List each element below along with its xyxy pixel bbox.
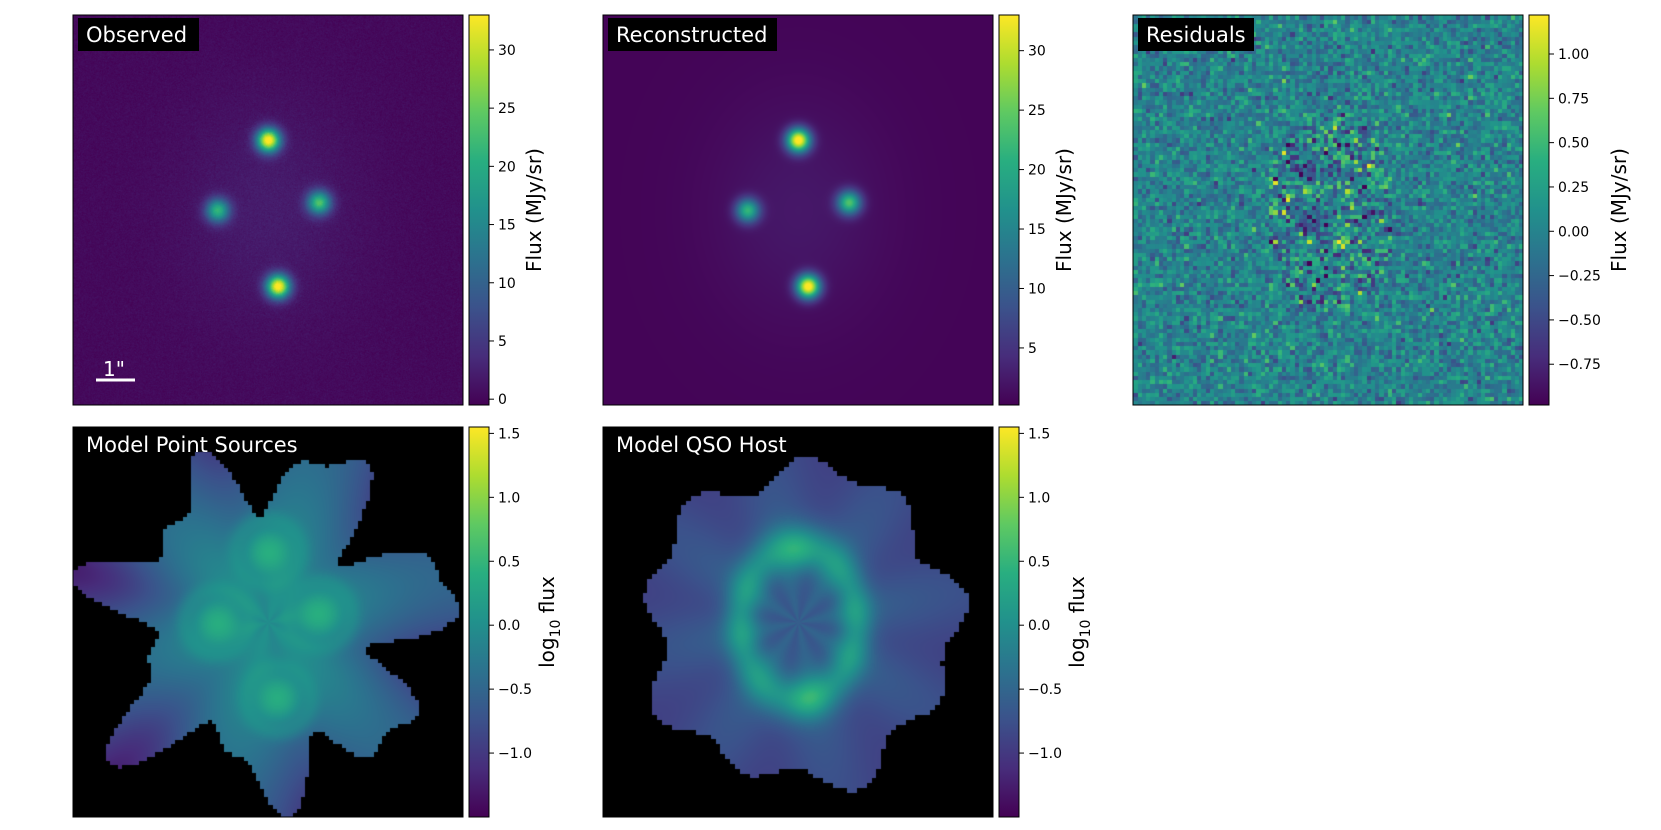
reconstructed-image	[603, 15, 993, 405]
point-sources-colorbar-label: log10 flux	[535, 576, 564, 668]
colorbar-tick-label: −0.50	[1558, 313, 1601, 329]
point-sources-colorbar-fill	[468, 426, 490, 818]
residuals-title: Residuals	[1146, 23, 1246, 47]
point-sources-frame	[72, 426, 464, 818]
colorbar-tick-label: −0.75	[1558, 357, 1601, 373]
panel-model-point-sources: Model Point Sources −1.0 −0.5 0.0 0.5 1.0 1.5…	[72, 426, 564, 818]
observed-image	[73, 15, 463, 405]
reconstructed-frame	[602, 14, 994, 406]
panel-model-qso-host: Model QSO Host −1.0 −0.5 0.0 0.5 1.0 1.5 log1…	[602, 426, 1094, 818]
panel-residuals: Residuals −0.75 −0.50 −0.25 0.00 0.25 0.50 0.7…	[1132, 14, 1631, 406]
colorbar-tick-label: 20	[498, 159, 516, 175]
observed-title-bg	[78, 18, 199, 51]
colorbar-tick-label: 1.5	[498, 426, 520, 442]
colorbar-tick-label: −0.25	[1558, 269, 1601, 285]
residuals-colorbar: −0.75 −0.50 −0.25 0.00 0.25 0.50 0.75 1.00 Flux…	[1528, 14, 1631, 406]
residuals-frame	[1132, 14, 1524, 406]
log-text: log	[1065, 637, 1089, 668]
colorbar-tick-label: 0.0	[1028, 618, 1050, 634]
point-sources-colorbar-ticks: −1.0 −0.5 0.0 0.5 1.0 1.5	[489, 426, 532, 762]
colorbar-tick-label: −0.5	[1028, 682, 1062, 698]
colorbar-tick-label: 1.00	[1558, 47, 1589, 63]
colorbar-tick-label: 0.50	[1558, 136, 1589, 152]
observed-frame	[72, 14, 464, 406]
residuals-image	[1133, 15, 1523, 405]
reconstructed-title: Reconstructed	[616, 23, 767, 47]
point-sources-title: Model Point Sources	[86, 433, 298, 457]
colorbar-tick-label: 0.5	[498, 554, 520, 570]
colorbar-tick-label: 0.00	[1558, 224, 1589, 240]
reconstructed-title-bg	[608, 18, 777, 51]
residuals-colorbar-fill	[1528, 14, 1550, 406]
qso-host-frame	[602, 426, 994, 818]
colorbar-tick-label: 15	[1028, 222, 1046, 238]
scale-bar-label: 1"	[103, 357, 125, 381]
flux-text: flux	[535, 576, 559, 620]
colorbar-tick-label: −0.5	[498, 682, 532, 698]
qso-host-colorbar-ticks: −1.0 −0.5 0.0 0.5 1.0 1.5	[1019, 426, 1062, 762]
colorbar-tick-label: 0.0	[498, 618, 520, 634]
reconstructed-colorbar-fill	[998, 14, 1020, 406]
observed-colorbar-fill	[468, 14, 490, 406]
observed-colorbar-ticks: 0 5 10 15 20 25 30	[489, 43, 516, 408]
log-subscript: 10	[1078, 620, 1094, 638]
qso-host-colorbar-label: log10 flux	[1065, 576, 1094, 668]
point-sources-image	[73, 427, 463, 817]
panel-reconstructed: Reconstructed 5 10 15 20 25 30 Flux (MJy/sr)	[602, 14, 1076, 406]
colorbar-tick-label: 15	[498, 218, 516, 234]
residuals-title-bg	[1138, 18, 1254, 51]
colorbar-tick-label: −1.0	[1028, 746, 1062, 762]
reconstructed-colorbar-ticks: 5 10 15 20 25 30	[1019, 44, 1046, 357]
colorbar-tick-label: 0	[498, 392, 507, 408]
colorbar-tick-label: 30	[1028, 44, 1046, 60]
colorbar-tick-label: 1.5	[1028, 426, 1050, 442]
panel-observed: Observed 1" 0 5 10 15 20 25 30 Flux (MJy/sr)	[72, 14, 546, 408]
observed-colorbar-label: Flux (MJy/sr)	[522, 148, 546, 272]
flux-text: flux	[1065, 576, 1089, 620]
reconstructed-colorbar-label: Flux (MJy/sr)	[1052, 148, 1076, 272]
observed-title: Observed	[86, 23, 187, 47]
colorbar-tick-label: 10	[498, 276, 516, 292]
qso-host-image	[603, 427, 993, 817]
colorbar-tick-label: 25	[1028, 103, 1046, 119]
residuals-colorbar-ticks: −0.75 −0.50 −0.25 0.00 0.25 0.50 0.75 1.00	[1549, 47, 1601, 373]
colorbar-tick-label: 0.75	[1558, 91, 1589, 107]
colorbar-tick-label: 0.25	[1558, 180, 1589, 196]
colorbar-tick-label: 25	[498, 101, 516, 117]
colorbar-tick-label: 10	[1028, 281, 1046, 297]
colorbar-tick-label: 5	[498, 334, 507, 350]
colorbar-tick-label: 0.5	[1028, 554, 1050, 570]
colorbar-tick-label: 5	[1028, 341, 1037, 357]
residuals-colorbar-label: Flux (MJy/sr)	[1607, 148, 1631, 272]
qso-host-colorbar-fill	[998, 426, 1020, 818]
reconstructed-colorbar: 5 10 15 20 25 30 Flux (MJy/sr)	[998, 14, 1076, 406]
colorbar-tick-label: 1.0	[1028, 490, 1050, 506]
qso-host-title: Model QSO Host	[616, 433, 787, 457]
point-sources-colorbar: −1.0 −0.5 0.0 0.5 1.0 1.5 log10 flux	[468, 426, 564, 818]
qso-host-colorbar: −1.0 −0.5 0.0 0.5 1.0 1.5 log10 flux	[998, 426, 1094, 818]
colorbar-tick-label: 1.0	[498, 490, 520, 506]
colorbar-tick-label: 20	[1028, 163, 1046, 179]
colorbar-tick-label: 30	[498, 43, 516, 59]
log-text: log	[535, 637, 559, 668]
log-subscript: 10	[548, 620, 564, 638]
observed-colorbar: 0 5 10 15 20 25 30 Flux (MJy/sr)	[468, 14, 546, 408]
colorbar-tick-label: −1.0	[498, 746, 532, 762]
